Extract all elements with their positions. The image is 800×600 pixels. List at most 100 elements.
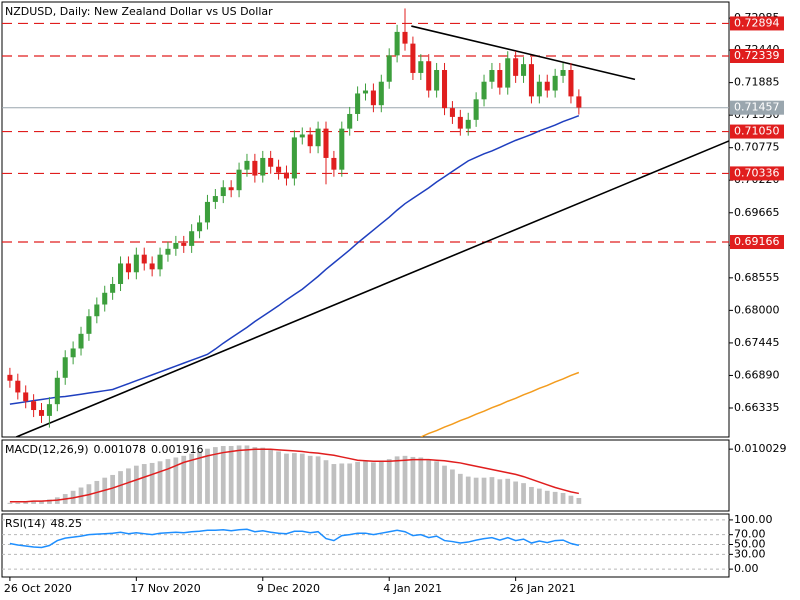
candle-body	[15, 380, 21, 393]
candle-body	[189, 231, 195, 246]
macd-bar	[378, 461, 384, 504]
candle-body	[497, 70, 503, 88]
trendline	[411, 25, 636, 81]
candle-body	[513, 58, 519, 76]
macd-bar	[307, 455, 313, 504]
candle-body	[133, 254, 139, 273]
y-tick-label: 0.66335	[734, 401, 780, 414]
macd-bar	[133, 465, 139, 504]
candle-body	[118, 263, 124, 284]
candle-body	[378, 81, 384, 106]
candle-body	[181, 242, 187, 246]
candle-body	[31, 401, 37, 411]
moving-average	[9, 115, 580, 405]
candle-body	[528, 64, 534, 97]
macd-bar	[497, 479, 503, 504]
candle-body	[70, 348, 76, 358]
macd-bar	[284, 453, 289, 504]
candle-body	[23, 392, 29, 402]
macd-bar	[521, 483, 526, 504]
level-label: 0.72339	[734, 49, 780, 62]
x-tick-label: 17 Nov 2020	[130, 582, 200, 595]
macd-bar	[386, 459, 392, 504]
candle-body	[505, 58, 511, 88]
panel-title-text: RSI(14)	[5, 517, 45, 530]
candle-body	[110, 283, 116, 293]
macd-bar	[189, 453, 195, 504]
macd-bar	[457, 473, 463, 504]
y-tick-label: 70.00	[734, 528, 766, 541]
candle-body	[560, 70, 566, 76]
macd-bar	[339, 463, 345, 504]
indicator-value: 48.25	[50, 517, 82, 530]
candle-body	[46, 404, 52, 416]
panel-title: MACD(12,26,9) 0.001078 0.001916	[5, 443, 204, 456]
macd-bar	[371, 462, 376, 504]
candle-body	[94, 304, 100, 317]
macd-bar	[560, 492, 566, 504]
macd-bar	[434, 461, 439, 504]
candle-body	[418, 61, 424, 73]
moving-average	[420, 371, 580, 437]
macd-bar	[173, 457, 179, 504]
y-tick-label: 30.00	[734, 547, 766, 560]
macd-bar	[15, 502, 21, 504]
macd-bar	[442, 465, 447, 504]
candle-body	[62, 357, 68, 378]
level-label-box	[730, 124, 784, 139]
candle-body	[410, 43, 416, 73]
macd-bar	[260, 447, 266, 504]
candle-body	[197, 222, 203, 232]
candle-body	[125, 263, 131, 273]
candle-body	[386, 55, 392, 82]
macd-bar	[418, 457, 424, 504]
candle-body	[481, 81, 487, 100]
candle-body	[252, 160, 258, 176]
macd-bar	[331, 464, 337, 504]
macd-bar	[31, 501, 36, 504]
macd-bar	[244, 445, 250, 504]
candle-body	[236, 169, 242, 191]
candle-body	[212, 196, 218, 202]
candle-body	[355, 93, 361, 114]
macd-bar	[410, 456, 416, 504]
panel-plot	[2, 519, 729, 570]
candle-body	[323, 128, 329, 158]
panel-plot	[2, 8, 729, 437]
candle-body	[157, 254, 163, 270]
y-tick-label: 0.69665	[734, 206, 780, 219]
candle-body	[370, 90, 376, 106]
macd-bar	[394, 456, 400, 504]
signal-line	[9, 448, 580, 503]
macd-bar	[536, 488, 542, 504]
candle-body	[347, 113, 353, 129]
last-price-label: 0.71457	[734, 101, 780, 114]
candle-body	[394, 31, 400, 56]
macd-bar	[39, 500, 44, 504]
macd-bar	[505, 478, 511, 504]
y-tick-label: 0.00	[734, 562, 759, 575]
y-tick-label: 50.00	[734, 538, 766, 551]
candle-body	[78, 333, 84, 349]
candle-body	[165, 248, 171, 255]
candle-body	[315, 128, 321, 147]
macd-bar	[473, 477, 479, 504]
candle-body	[141, 254, 147, 264]
candle-body	[473, 99, 479, 120]
macd-bar	[212, 447, 218, 504]
candle-body	[7, 374, 13, 381]
macd-bar	[205, 448, 210, 504]
level-label: 0.72894	[734, 16, 780, 29]
macd-bar	[181, 455, 187, 504]
macd-bar	[7, 502, 13, 504]
candle-body	[441, 70, 448, 109]
y-tick-label: 0.67445	[734, 336, 780, 349]
macd-bar	[47, 499, 52, 504]
y-tick-label: 0.68000	[734, 303, 780, 316]
y-tick-label: 0.71885	[734, 76, 780, 89]
candle-body	[283, 172, 290, 179]
macd-bar	[513, 481, 519, 504]
panel-title: RSI(14) 48.25	[5, 517, 82, 530]
macd-bar	[347, 463, 353, 504]
